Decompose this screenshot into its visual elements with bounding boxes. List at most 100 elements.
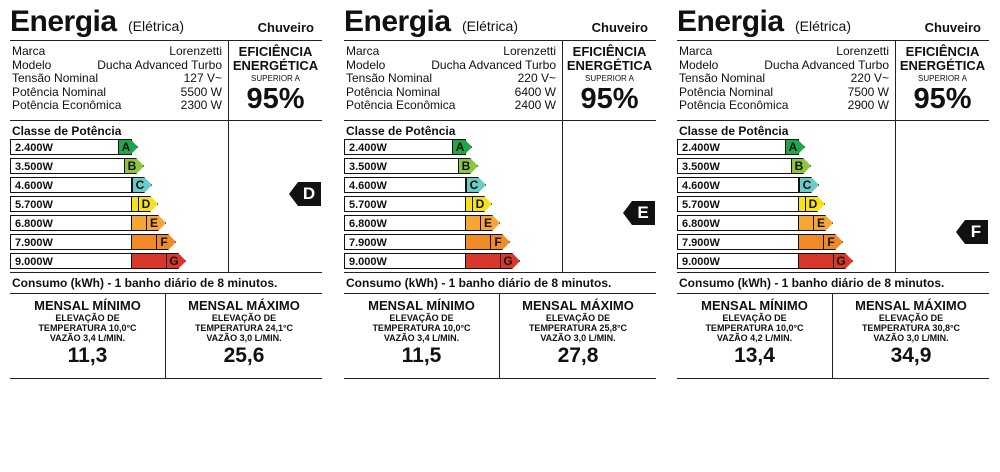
monthly-min-line3: VAZÃO 3,4 L/MIN. — [49, 333, 126, 343]
monthly-max-value: 25,6 — [223, 344, 265, 367]
spec-value: 2900 W — [847, 98, 889, 112]
class-tip-icon — [480, 215, 500, 231]
monthly-min-title: MENSAL MÍNIMO — [368, 298, 475, 313]
class-row-g: 9.000W G — [10, 253, 210, 271]
monthly-min-line1: ELEVAÇÃO DE — [389, 313, 454, 323]
class-letter: C — [469, 178, 479, 192]
power-class-scale: Classe de Potência 2.400W A 3.500W B 4.600W C… — [10, 120, 229, 272]
class-letter: G — [169, 254, 179, 268]
class-watts-box: 2.400W — [10, 139, 132, 155]
rating-panel: F — [896, 120, 989, 272]
monthly-min: MENSAL MÍNIMO ELEVAÇÃO DE TEMPERATURA 10… — [677, 294, 833, 378]
rating-letter: E — [637, 203, 649, 222]
monthly-max-line1: ELEVAÇÃO DE — [545, 313, 611, 323]
class-row-e: 6.800W E — [344, 215, 544, 233]
monthly-min-line1: ELEVAÇÃO DE — [55, 313, 120, 323]
rating-panel: E — [563, 120, 656, 272]
class-watts: 6.800W — [349, 218, 387, 230]
spec-key: Modelo — [12, 57, 52, 72]
monthly-max-line3: VAZÃO 3,0 L/MIN. — [540, 333, 616, 343]
rating-arrow-icon: E — [623, 201, 655, 225]
spec-value: Ducha Advanced Turbo — [764, 57, 889, 72]
class-row-a: 2.400W A — [344, 139, 544, 157]
label-subtitle: (Elétrica) — [462, 18, 519, 34]
class-row-c: 4.600W C — [10, 177, 210, 195]
class-tip-icon — [833, 253, 853, 269]
class-watts-box: 2.400W — [677, 139, 799, 155]
class-watts-box: 3.500W — [344, 158, 466, 174]
consumption-note: Consumo (kWh) - 1 banho diário de 8 minu… — [10, 272, 322, 294]
spec-value: Lorenzetti — [169, 44, 222, 58]
label-title: Energia — [10, 5, 117, 38]
monthly-max-title: MENSAL MÁXIMO — [522, 298, 634, 313]
energy-label: Energia (Elétrica) Chuveiro Marca Lorenze… — [0, 0, 322, 380]
class-watts: 7.900W — [682, 237, 720, 249]
class-watts-box: 6.800W — [677, 215, 799, 231]
spec-value: Lorenzetti — [503, 44, 556, 58]
spec-row: Tensão Nominal 127 V~ — [12, 71, 222, 85]
spec-row: Modelo Ducha Advanced Turbo — [679, 58, 889, 72]
spec-key: Potência Nominal — [679, 84, 774, 99]
class-row-d: 5.700W D — [344, 196, 544, 214]
class-watts-box: 5.700W — [677, 196, 799, 212]
class-tip-icon — [452, 139, 472, 155]
power-class-scale: Classe de Potência 2.400W A 3.500W B 4.600W C… — [677, 120, 896, 272]
class-tip-icon — [799, 177, 819, 193]
monthly-max-line2: TEMPERATURA 25,8°C — [528, 323, 628, 333]
class-watts: 7.900W — [349, 237, 387, 249]
power-class-scale: Classe de Potência 2.400W A 3.500W B 4.600W C… — [344, 120, 563, 272]
consumption-note: Consumo (kWh) - 1 banho diário de 8 minu… — [344, 272, 656, 294]
spec-value: 127 V~ — [183, 71, 222, 85]
class-watts: 2.400W — [349, 142, 387, 154]
spec-key: Modelo — [346, 57, 386, 72]
bottom-divider — [344, 378, 656, 379]
efficiency-box: EFICIÊNCIA ENERGÉTICA SUPERIOR A 95% — [563, 40, 656, 120]
spec-row: Potência Nominal 7500 W — [679, 85, 889, 99]
spec-value: 220 V~ — [517, 71, 556, 85]
energy-label: Energia (Elétrica) Chuveiro Marca Lorenze… — [667, 0, 989, 380]
spec-key: Tensão Nominal — [346, 71, 433, 85]
class-tip-icon — [805, 196, 825, 212]
spec-key: Tensão Nominal — [12, 71, 99, 85]
class-tip-icon — [118, 139, 138, 155]
class-watts: 5.700W — [15, 199, 53, 211]
monthly-max-line2: TEMPERATURA 30,8°C — [861, 323, 961, 333]
efficiency-value: 95% — [913, 83, 972, 115]
class-watts-box: 5.700W — [10, 196, 132, 212]
efficiency-value: 95% — [246, 83, 305, 115]
spec-value: 5500 W — [180, 84, 222, 99]
class-tip-icon — [132, 177, 152, 193]
product-type: Chuveiro — [924, 20, 981, 35]
class-watts-box: 7.900W — [10, 234, 132, 250]
class-tip-icon — [823, 234, 843, 250]
class-watts-box: 5.700W — [344, 196, 466, 212]
class-row-e: 6.800W E — [10, 215, 210, 233]
class-row-b: 3.500W B — [677, 158, 877, 176]
class-row-f: 7.900W F — [344, 234, 544, 252]
monthly-min-value: 13,4 — [734, 344, 775, 367]
monthly-min-line2: TEMPERATURA 10,0°C — [38, 323, 137, 333]
consumption-note: Consumo (kWh) - 1 banho diário de 8 minu… — [677, 272, 989, 294]
class-row-c: 4.600W C — [344, 177, 544, 195]
class-watts-box: 3.500W — [677, 158, 799, 174]
class-letter: F — [827, 235, 835, 249]
spec-key: Potência Nominal — [12, 84, 107, 99]
class-row-b: 3.500W B — [10, 158, 210, 176]
class-letter: B — [461, 159, 471, 173]
rating-arrow-icon: D — [289, 182, 321, 206]
monthly-min-title: MENSAL MÍNIMO — [701, 298, 808, 313]
class-watts-box: 9.000W — [344, 253, 466, 269]
class-letter: F — [494, 235, 502, 249]
spec-value: Ducha Advanced Turbo — [97, 57, 222, 72]
spec-row: Potência Econômica 2900 W — [679, 98, 889, 112]
monthly-min-line2: TEMPERATURA 10,0°C — [705, 323, 804, 333]
spec-row: Tensão Nominal 220 V~ — [346, 71, 556, 85]
spec-key: Marca — [679, 44, 713, 58]
class-watts: 3.500W — [349, 161, 387, 173]
spec-row: Potência Econômica 2300 W — [12, 98, 222, 112]
class-row-a: 2.400W A — [677, 139, 877, 157]
class-watts-box: 9.000W — [677, 253, 799, 269]
class-letter: E — [483, 216, 492, 230]
class-watts: 5.700W — [349, 199, 387, 211]
spec-row: Modelo Ducha Advanced Turbo — [12, 58, 222, 72]
